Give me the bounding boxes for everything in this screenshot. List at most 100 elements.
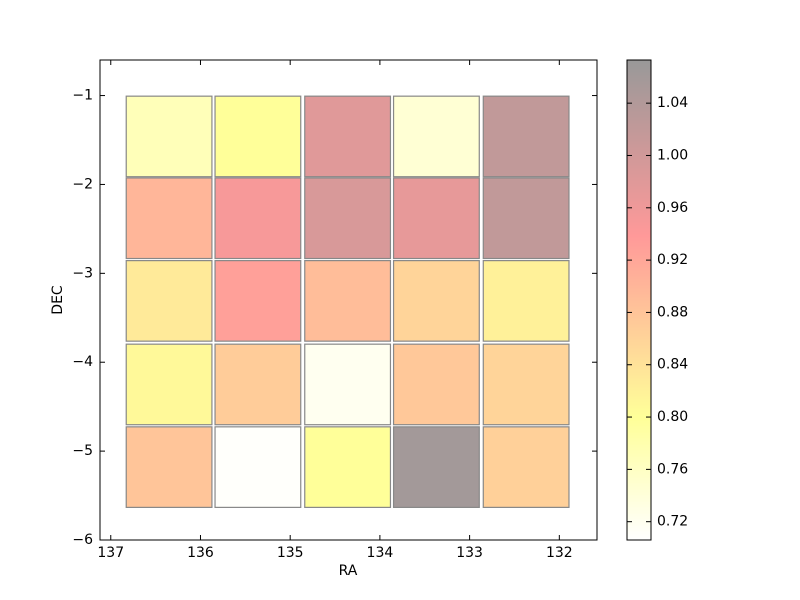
colorbar-band [627,315,651,319]
cell [392,343,480,426]
colorbar-band [627,219,651,223]
colorbar-band [627,426,651,430]
colorbar-band [627,516,651,520]
colorbar-band [627,309,651,313]
colorbar-band [627,246,651,250]
colorbar-band [627,120,651,124]
colorbar-band [627,153,651,157]
colorbar-tick-label: 0.88 [657,304,688,320]
colorbar-band [627,264,651,268]
colorbar-band [627,300,651,304]
y-axis-label: DEC [50,285,66,315]
colorbar-band [627,222,651,226]
colorbar-tick-label: 0.96 [657,200,688,216]
colorbar-band [627,294,651,298]
cell [392,260,480,342]
cell [482,426,570,508]
colorbar-band [627,207,651,211]
cell [304,426,392,508]
colorbar-band [627,249,651,253]
colorbar-band [627,321,651,325]
y-tick-label: −5 [72,443,93,459]
colorbar-band [627,180,651,184]
colorbar-band [627,372,651,376]
colorbar-band [627,312,651,316]
colorbar-band [627,474,651,478]
colorbar-band [627,135,651,139]
colorbar-tick-label: 0.92 [657,252,688,268]
colorbar-band [627,498,651,502]
y-tick-label: −1 [72,88,93,104]
colorbar-band [627,411,651,415]
colorbar-band [627,144,651,148]
colorbar-band [627,297,651,301]
colorbar-band [627,156,651,160]
colorbar-tick-label: 0.76 [657,461,688,477]
colorbar-band [627,291,651,295]
cell [304,177,392,260]
x-tick-label: 135 [277,545,304,561]
colorbar-band [627,165,651,169]
colorbar-band [627,267,651,271]
colorbar-band [627,141,651,145]
colorbar-band [627,96,651,100]
colorbar-band [627,387,651,391]
colorbar-band [627,93,651,97]
colorbar-band [627,168,651,172]
colorbar-band [627,114,651,118]
colorbar-band [627,108,651,112]
colorbar-band [627,444,651,448]
colorbar-band [627,465,651,469]
colorbar-band [627,150,651,154]
x-tick-label: 137 [97,545,124,561]
colorbar-band [627,480,651,484]
colorbar-band [627,288,651,292]
colorbar-band [627,381,651,385]
colorbar-band [627,420,651,424]
colorbar-band [627,285,651,289]
x-tick-label: 132 [546,545,573,561]
colorbar-band [627,363,651,367]
colorbar-band [627,492,651,496]
colorbar-band [627,81,651,85]
colorbar-band [627,210,651,214]
cell [304,343,392,426]
colorbar-band [627,318,651,322]
colorbar-band [627,531,651,535]
colorbar-band [627,348,651,352]
colorbar-band [627,405,651,409]
colorbar-band [627,414,651,418]
cell [214,95,302,178]
colorbar-band [627,468,651,472]
colorbar-band [627,402,651,406]
colorbar-band [627,447,651,451]
colorbar-band [627,276,651,280]
colorbar-band [627,237,651,241]
plot-frame [99,59,598,541]
colorbar-band [627,99,651,103]
colorbar-band [627,399,651,403]
colorbar-band [627,366,651,370]
colorbar-band [627,522,651,526]
colorbar-band [627,147,651,151]
colorbar-band [627,486,651,490]
colorbar-band [627,123,651,127]
colorbar-band [627,129,651,133]
cell [304,260,392,342]
colorbar-band [627,216,651,220]
colorbar-band [627,126,651,130]
colorbar-band [627,75,651,79]
colorbar-band [627,228,651,232]
cell [214,260,302,342]
colorbar-band [627,270,651,274]
colorbar-band [627,306,651,310]
colorbar-band [627,450,651,454]
cell [125,343,213,426]
colorbar-band [627,477,651,481]
colorbar-band [627,225,651,229]
colorbar-band [627,396,651,400]
colorbar-band [627,201,651,205]
colorbar-band [627,429,651,433]
colorbar-band [627,195,651,199]
colorbar-band [627,489,651,493]
